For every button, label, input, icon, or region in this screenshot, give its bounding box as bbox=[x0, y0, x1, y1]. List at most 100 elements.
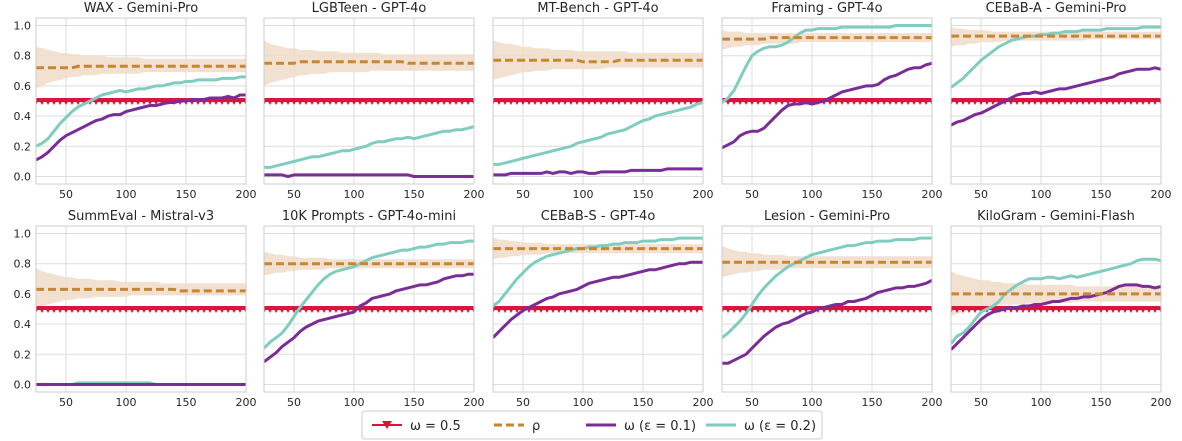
point-marker bbox=[386, 98, 394, 105]
point-marker bbox=[1049, 98, 1057, 105]
legend-item-eps02: ω (ε = 0.2) bbox=[706, 419, 816, 434]
point-marker bbox=[790, 306, 798, 313]
series-eps-02 bbox=[36, 75, 246, 148]
point-marker bbox=[80, 98, 88, 105]
y-tick-label: 0.2 bbox=[14, 348, 32, 361]
point-marker bbox=[332, 306, 340, 313]
point-marker bbox=[796, 306, 804, 313]
point-marker bbox=[152, 98, 160, 105]
panel-title: Framing - GPT-4o bbox=[771, 1, 882, 16]
point-marker bbox=[669, 98, 677, 105]
x-tick-label: 100 bbox=[1031, 396, 1052, 409]
point-marker bbox=[1091, 98, 1099, 105]
point-marker bbox=[224, 306, 232, 313]
point-marker bbox=[657, 98, 665, 105]
point-marker bbox=[1085, 98, 1093, 105]
series-eps-01 bbox=[493, 260, 703, 339]
x-tick-label: 200 bbox=[1151, 396, 1172, 409]
point-marker bbox=[380, 306, 388, 313]
series-omega-half bbox=[493, 98, 703, 105]
axes-frame bbox=[263, 17, 475, 185]
x-tick-label: 100 bbox=[573, 188, 594, 201]
point-marker bbox=[1127, 306, 1135, 313]
point-marker bbox=[609, 98, 617, 105]
point-marker bbox=[898, 98, 906, 105]
point-marker bbox=[507, 306, 515, 313]
point-marker bbox=[531, 306, 539, 313]
point-marker bbox=[284, 98, 292, 105]
point-marker bbox=[266, 98, 274, 105]
point-marker bbox=[886, 98, 894, 105]
point-marker bbox=[440, 98, 448, 105]
point-marker bbox=[669, 306, 677, 313]
x-tick-label: 150 bbox=[862, 396, 883, 409]
point-marker bbox=[922, 98, 930, 105]
point-marker bbox=[959, 98, 967, 105]
panel-title: CEBaB-S - GPT-4o bbox=[541, 209, 656, 224]
point-marker bbox=[470, 306, 474, 313]
point-marker bbox=[62, 306, 70, 313]
point-marker bbox=[1055, 98, 1063, 105]
point-marker bbox=[766, 306, 774, 313]
series-rho bbox=[722, 36, 932, 41]
point-marker bbox=[410, 306, 418, 313]
legend-label: ω (ε = 0.1) bbox=[624, 419, 696, 434]
point-marker bbox=[236, 306, 244, 313]
point-marker bbox=[1031, 306, 1039, 313]
x-tick-label: 100 bbox=[116, 396, 137, 409]
panel-10k-prompts-gpt-4o-mini: 10K Prompts - GPT-4o-mini 50 100 150 200 bbox=[263, 209, 485, 409]
plot-area bbox=[951, 257, 1161, 351]
point-marker bbox=[206, 306, 214, 313]
point-marker bbox=[338, 98, 346, 105]
rho-band bbox=[36, 46, 246, 89]
point-marker bbox=[1103, 306, 1111, 313]
point-marker bbox=[525, 98, 533, 105]
point-marker bbox=[362, 306, 370, 313]
series-eps-01 bbox=[722, 278, 932, 365]
axes-frame bbox=[263, 225, 475, 393]
point-marker bbox=[977, 98, 985, 105]
point-marker bbox=[314, 306, 322, 313]
x-tick-label: 50 bbox=[287, 188, 301, 201]
point-marker bbox=[1097, 306, 1105, 313]
point-marker bbox=[1097, 98, 1105, 105]
point-marker bbox=[278, 98, 286, 105]
point-marker bbox=[537, 306, 545, 313]
point-marker bbox=[838, 306, 846, 313]
axes-frame bbox=[721, 225, 933, 393]
point-marker bbox=[128, 306, 136, 313]
point-marker bbox=[579, 98, 587, 105]
point-marker bbox=[959, 306, 967, 313]
axes-frame bbox=[950, 225, 1162, 393]
point-marker bbox=[1157, 306, 1161, 313]
point-marker bbox=[176, 306, 184, 313]
point-marker bbox=[1103, 98, 1111, 105]
x-tick-label: 50 bbox=[974, 396, 988, 409]
rho-band bbox=[493, 238, 703, 260]
y-tick-label: 0.0 bbox=[14, 170, 32, 183]
point-marker bbox=[687, 306, 695, 313]
axes-frame bbox=[35, 17, 247, 185]
point-marker bbox=[832, 98, 840, 105]
panel-title: MT-Bench - GPT-4o bbox=[537, 1, 658, 16]
point-marker bbox=[1115, 98, 1123, 105]
point-marker bbox=[290, 98, 298, 105]
point-marker bbox=[693, 306, 701, 313]
point-marker bbox=[543, 306, 551, 313]
series-rho bbox=[264, 60, 474, 65]
point-marker bbox=[748, 98, 756, 105]
point-marker bbox=[1109, 98, 1117, 105]
point-marker bbox=[904, 98, 912, 105]
point-marker bbox=[362, 98, 370, 105]
point-marker bbox=[398, 98, 406, 105]
point-marker bbox=[1091, 306, 1099, 313]
point-marker bbox=[663, 98, 671, 105]
point-marker bbox=[68, 98, 76, 105]
point-marker bbox=[615, 98, 623, 105]
point-marker bbox=[392, 98, 400, 105]
point-marker bbox=[730, 98, 738, 105]
legend-label: ω = 0.5 bbox=[410, 419, 461, 434]
point-marker bbox=[212, 306, 220, 313]
series-rho bbox=[36, 287, 246, 293]
point-marker bbox=[428, 306, 436, 313]
